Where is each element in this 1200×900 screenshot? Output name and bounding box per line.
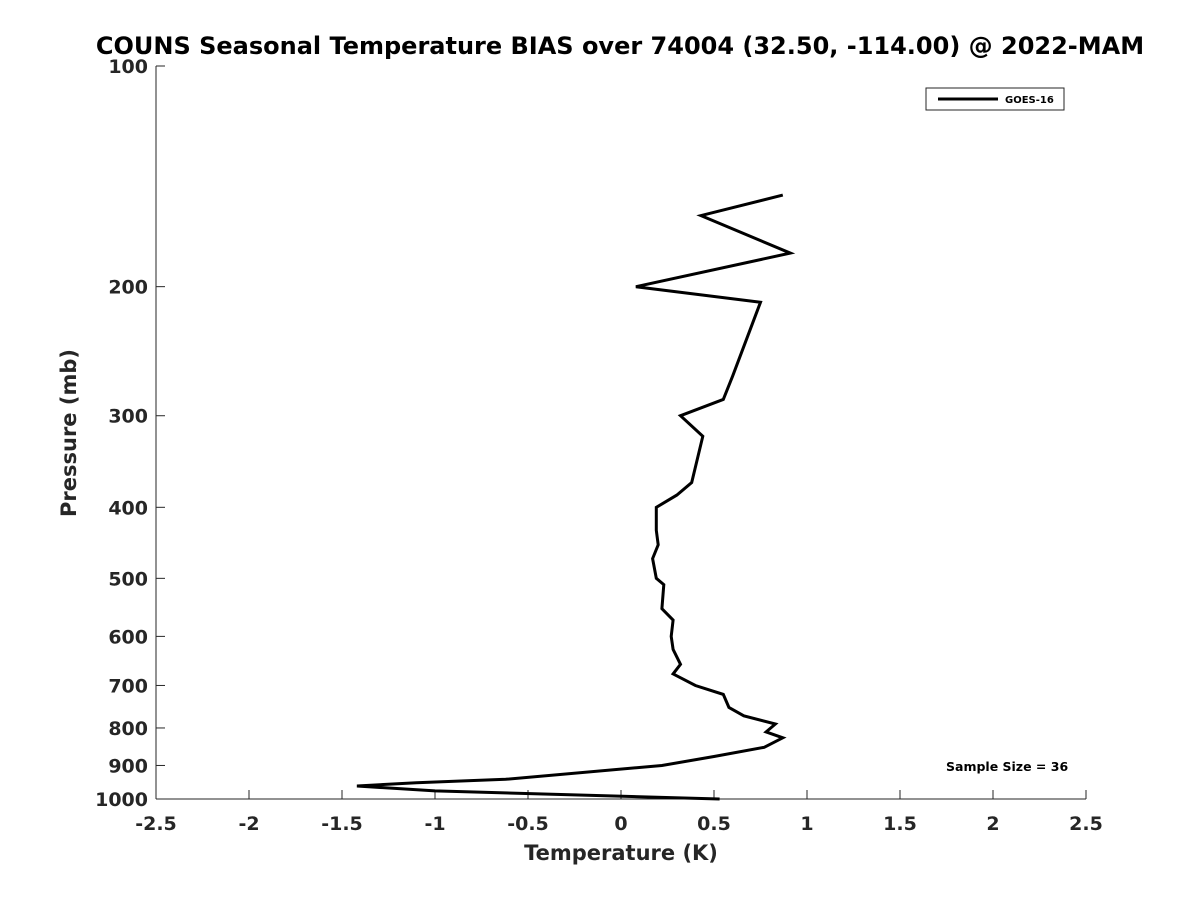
y-tick-label: 500 [108,568,148,590]
x-tick-label: -1.5 [321,813,363,835]
x-tick-label: 1 [800,813,813,835]
x-tick-label: 0.5 [697,813,731,835]
axes-frame [155,66,1086,800]
y-tick-label: 1000 [95,789,148,811]
x-tick-label: 1.5 [883,813,917,835]
legend: GOES-16 [925,87,1065,111]
x-tick-label: -2 [238,813,259,835]
x-axis-label: Temperature (K) [524,841,718,865]
x-tick-label: -2.5 [135,813,177,835]
sample-size-annotation: Sample Size = 36 [946,759,1068,774]
legend-label-goes-16: GOES-16 [1005,95,1054,106]
y-tick-label: 900 [108,755,148,777]
y-axis-label: Pressure (mb) [57,349,81,517]
y-tick-label: 200 [108,277,148,299]
y-tick-label: 800 [108,718,148,740]
y-tick-label: 100 [108,56,148,78]
x-tick-label: 0 [614,813,627,835]
x-tick-label: 2.5 [1069,813,1103,835]
x-tick-label: -1 [424,813,445,835]
series-line-goes-16 [356,193,796,801]
x-tick-label: 2 [986,813,999,835]
y-tick-label: 400 [108,497,148,519]
y-tick-label: 700 [108,675,148,697]
y-tick-label: 600 [108,626,148,648]
chart-title: COUNS Seasonal Temperature BIAS over 740… [96,32,1144,60]
x-tick-label: -0.5 [507,813,549,835]
y-tick-label: 300 [108,406,148,428]
